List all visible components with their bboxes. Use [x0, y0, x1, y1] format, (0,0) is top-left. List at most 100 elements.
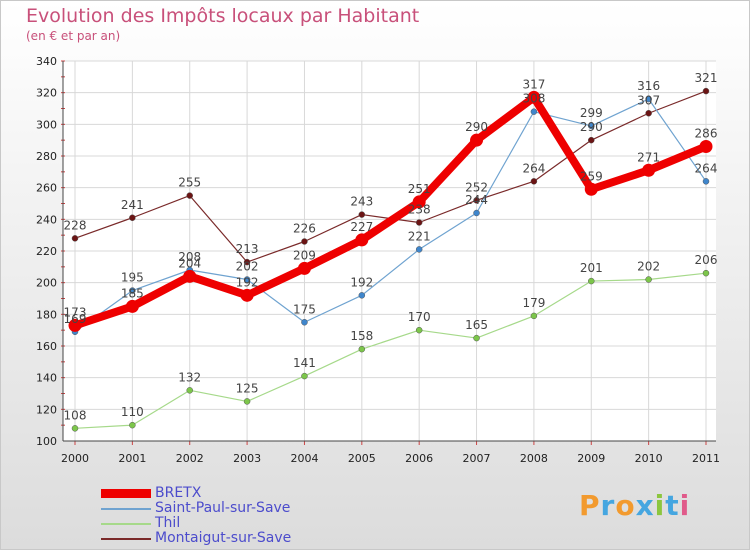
data-point	[412, 195, 426, 209]
data-label: 132	[178, 370, 201, 384]
data-label: 192	[236, 275, 259, 289]
data-point	[530, 108, 538, 115]
data-point	[301, 319, 308, 326]
data-point	[473, 197, 480, 204]
data-label: 307	[637, 93, 660, 107]
data-label: 209	[293, 248, 316, 262]
y-tick-label: 140	[36, 372, 57, 385]
data-label: 259	[580, 169, 603, 183]
logo-letter: i	[654, 489, 666, 522]
legend-swatch	[101, 508, 151, 510]
y-tick-label: 260	[36, 182, 57, 195]
data-point	[645, 110, 652, 117]
data-point	[186, 192, 193, 199]
legend-item: Thil	[101, 515, 401, 531]
x-tick-label: 2006	[405, 452, 433, 465]
data-point	[71, 235, 79, 242]
y-tick-label: 280	[36, 150, 57, 163]
data-point	[129, 421, 136, 429]
data-label: 308	[522, 92, 545, 106]
data-label: 175	[293, 302, 316, 316]
legend-item: BRETX	[101, 485, 401, 501]
data-label: 170	[408, 310, 431, 324]
legend-label: Saint-Paul-sur-Save	[155, 500, 291, 516]
data-label: 173	[64, 305, 87, 319]
data-point	[301, 238, 308, 245]
data-label: 165	[465, 318, 488, 332]
data-point	[642, 163, 656, 177]
y-tick-label: 300	[36, 118, 57, 131]
data-label: 264	[695, 161, 718, 175]
data-label: 241	[121, 198, 144, 212]
data-label: 179	[522, 296, 545, 310]
x-tick-label: 2001	[118, 452, 146, 465]
data-point	[297, 261, 311, 275]
data-label: 252	[465, 180, 488, 194]
legend-swatch	[101, 489, 151, 498]
data-label: 316	[637, 79, 660, 93]
y-tick-label: 120	[36, 403, 57, 416]
data-point	[699, 140, 713, 153]
grid-lines	[63, 60, 716, 442]
data-point	[183, 269, 197, 283]
data-point	[129, 214, 136, 221]
data-point	[240, 288, 254, 302]
x-tick-label: 2011	[692, 452, 720, 465]
data-label: 226	[293, 222, 316, 236]
chart-title: Evolution des Impôts locaux par Habitant	[26, 5, 420, 27]
x-tick-label: 2003	[233, 452, 261, 465]
data-label: 204	[178, 256, 201, 270]
y-tick-label: 220	[36, 245, 57, 258]
y-tick-label: 240	[36, 213, 57, 226]
data-label: 169	[64, 312, 87, 326]
data-point	[527, 90, 541, 104]
logo-letter: P	[579, 489, 601, 522]
data-label: 108	[64, 408, 87, 422]
data-point	[702, 178, 710, 185]
data-point	[415, 219, 423, 226]
data-point	[530, 178, 538, 185]
data-label: 251	[408, 182, 431, 196]
data-label: 243	[350, 195, 373, 209]
logo-letter: r	[600, 489, 616, 522]
legend-item: Montaigut-sur-Save	[101, 530, 401, 546]
data-point	[358, 345, 366, 353]
x-tick-label: 2008	[520, 452, 548, 465]
data-point	[243, 258, 251, 266]
data-point	[415, 246, 423, 253]
x-tick-label: 2005	[348, 452, 376, 465]
data-label: 195	[121, 271, 144, 285]
data-label: 221	[408, 229, 431, 243]
data-label: 125	[236, 381, 259, 395]
data-point	[129, 287, 136, 294]
x-tick-label: 2007	[463, 452, 491, 465]
data-label: 255	[178, 176, 201, 190]
data-point	[125, 299, 139, 313]
data-label: 206	[695, 253, 718, 267]
data-label: 286	[695, 127, 718, 141]
data-label: 264	[522, 161, 545, 175]
data-point	[584, 182, 598, 196]
logo-letter: t	[665, 489, 680, 522]
chart-subtitle: (en € et par an)	[26, 29, 121, 43]
data-label: 213	[236, 242, 259, 256]
data-label: 271	[637, 150, 660, 164]
data-label: 185	[121, 286, 144, 300]
x-tick-label: 2002	[176, 452, 204, 465]
data-label: 238	[408, 203, 431, 217]
data-point	[645, 95, 652, 103]
legend-label: BRETX	[155, 485, 202, 501]
data-label: 158	[350, 329, 373, 343]
data-label: 317	[522, 77, 545, 91]
data-point	[355, 233, 369, 247]
proxiti-logo: Proxiti	[579, 489, 690, 522]
data-point	[301, 372, 308, 380]
data-label: 228	[64, 218, 87, 232]
data-label: 201	[580, 261, 603, 275]
legend-swatch	[101, 523, 151, 525]
y-tick-label: 160	[36, 340, 57, 353]
series-line	[74, 98, 707, 333]
x-tick-label: 2004	[290, 452, 318, 465]
